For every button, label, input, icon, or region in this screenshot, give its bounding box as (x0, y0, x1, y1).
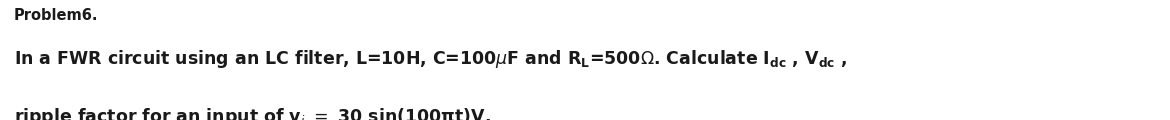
Text: Problem6.: Problem6. (14, 8, 98, 23)
Text: ripple factor for an input of $\mathbf{v}_{\mathbf{\mathit{i}}}$ $=$ 30 sin(100$: ripple factor for an input of $\mathbf{v… (14, 106, 491, 120)
Text: In a FWR circuit using an LC filter, L=10H, C=100$\mu$F and R$_{\mathbf{L}}$=500: In a FWR circuit using an LC filter, L=1… (14, 48, 847, 70)
